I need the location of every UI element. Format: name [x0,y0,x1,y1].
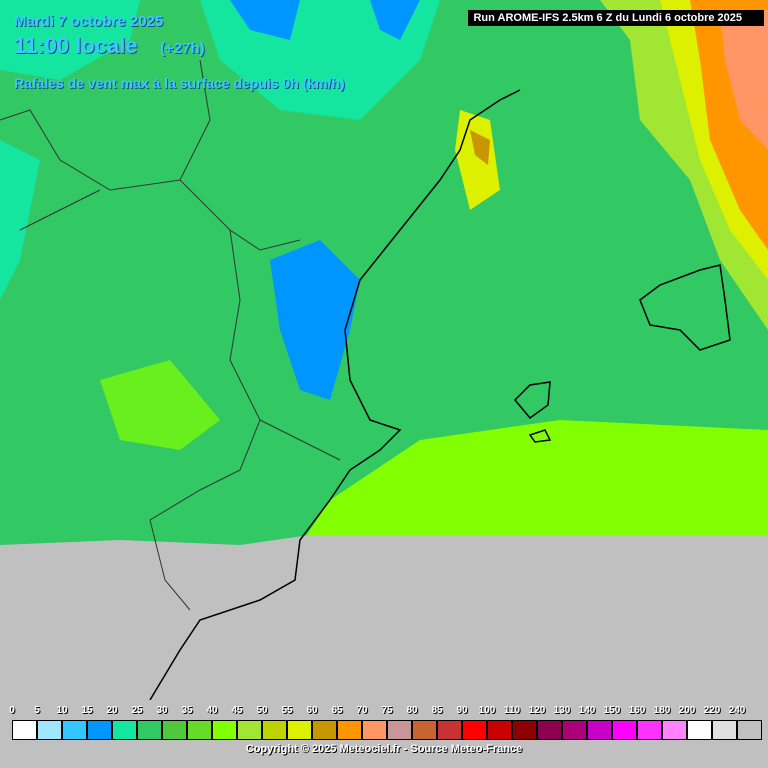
wind-zone [270,240,360,400]
legend-label: 80 [406,705,418,716]
legend-label: 30 [156,705,168,716]
legend-label: 20 [106,705,118,716]
legend-label: 100 [478,705,496,716]
legend-swatch [512,720,537,740]
wind-zone [470,130,490,165]
map [0,0,768,700]
legend-label: 130 [553,705,571,716]
hour: 11:00 locale [14,33,138,58]
legend-swatch [137,720,162,740]
legend-label: 75 [381,705,393,716]
legend-label: 240 [728,705,746,716]
legend-swatch [237,720,262,740]
legend-swatch [537,720,562,740]
legend-swatch [162,720,187,740]
legend-swatch [212,720,237,740]
legend-label: 110 [503,705,521,716]
legend-label: 0 [9,705,15,716]
legend-swatch [287,720,312,740]
legend-swatch [612,720,637,740]
wind-zone [0,140,100,420]
legend-swatch [187,720,212,740]
legend-label: 90 [456,705,468,716]
legend: 0 5 10 15 20 25 30 35 40 45 50 55 60 65 70 75 80 85 90 100 1… [9,705,762,741]
legend-label: 160 [628,705,646,716]
run-info: Run AROME-IFS 2.5km 6 Z du Lundi 6 octob… [468,10,764,26]
island [513,381,551,420]
legend-label: 120 [528,705,546,716]
legend-label: 180 [653,705,671,716]
legend-swatch [487,720,512,740]
legend-swatch [262,720,287,740]
legend-label: 85 [431,705,443,716]
legend-label: 35 [181,705,193,716]
island [528,429,552,443]
legend-swatch [37,720,62,740]
island [639,264,731,351]
legend-swatch [87,720,112,740]
date: Mardi 7 octobre 2025 [14,13,164,30]
legend-label: 10 [56,705,68,716]
legend-label: 60 [306,705,318,716]
legend-swatch [362,720,387,740]
wind-zone [0,0,140,80]
legend-swatch [337,720,362,740]
parameter: Rafales de vent max à la surface depuis … [14,75,345,91]
legend-swatch [662,720,687,740]
legend-swatch [587,720,612,740]
legend-label: 5 [34,705,40,716]
copyright: Copyright © 2025 Meteociel.fr - Source M… [245,743,523,755]
legend-swatch [462,720,487,740]
legend-swatch [412,720,437,740]
legend-label: 65 [331,705,343,716]
lead-time: (+27h) [160,40,205,57]
coastline [149,89,521,700]
legend-swatch [62,720,87,740]
legend-swatch [637,720,662,740]
legend-label: 150 [603,705,621,716]
wind-zone [300,420,768,545]
legend-swatch [687,720,712,740]
wind-zone [720,10,768,150]
legend-label: 40 [206,705,218,716]
legend-label: 45 [231,705,243,716]
wind-zone [100,360,220,450]
legend-swatch [562,720,587,740]
legend-swatch [312,720,337,740]
legend-label: 50 [256,705,268,716]
legend-swatch [737,720,762,740]
legend-swatch [112,720,137,740]
legend-label: 220 [703,705,721,716]
border [0,59,341,611]
legend-label: 15 [81,705,93,716]
legend-label: 140 [578,705,596,716]
wind-zone [455,110,500,210]
legend-label: 200 [678,705,696,716]
legend-swatch [387,720,412,740]
wind-zone [230,0,420,40]
legend-swatch [712,720,737,740]
legend-label: 70 [356,705,368,716]
legend-swatch [437,720,462,740]
legend-swatch [12,720,37,740]
legend-label: 25 [131,705,143,716]
legend-label: 55 [281,705,293,716]
land-mask [0,535,768,700]
